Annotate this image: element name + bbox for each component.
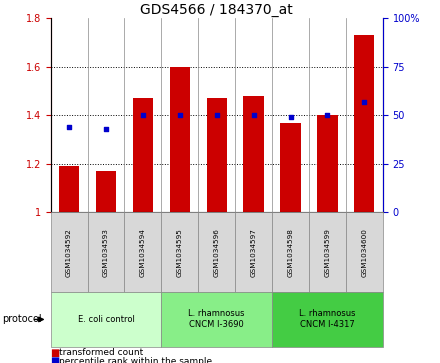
Bar <box>346 212 383 292</box>
Point <box>139 113 147 118</box>
Bar <box>96 171 116 212</box>
Text: GSM1034599: GSM1034599 <box>324 228 330 277</box>
Text: GSM1034595: GSM1034595 <box>177 228 183 277</box>
Bar <box>59 166 79 212</box>
Text: GSM1034594: GSM1034594 <box>140 228 146 277</box>
Bar <box>161 292 272 347</box>
Text: E. coli control: E. coli control <box>77 315 134 324</box>
Point <box>250 113 257 118</box>
Point <box>213 113 220 118</box>
Bar <box>243 96 264 212</box>
Bar <box>161 212 198 292</box>
Text: percentile rank within the sample: percentile rank within the sample <box>59 357 213 363</box>
Text: L. rhamnosus
CNCM I-4317: L. rhamnosus CNCM I-4317 <box>299 309 356 330</box>
Bar <box>309 212 346 292</box>
Point <box>103 126 110 132</box>
Bar <box>272 212 309 292</box>
Text: protocol: protocol <box>2 314 42 325</box>
Bar <box>317 115 337 212</box>
Point <box>361 99 368 105</box>
Text: GSM1034596: GSM1034596 <box>214 228 220 277</box>
Text: GSM1034593: GSM1034593 <box>103 228 109 277</box>
Bar <box>272 292 383 347</box>
Text: ■: ■ <box>51 348 60 358</box>
Point <box>176 113 183 118</box>
Bar <box>354 35 374 212</box>
Text: GSM1034597: GSM1034597 <box>251 228 257 277</box>
Bar <box>198 212 235 292</box>
Text: L. rhamnosus
CNCM I-3690: L. rhamnosus CNCM I-3690 <box>188 309 245 330</box>
Bar <box>235 212 272 292</box>
Text: GSM1034598: GSM1034598 <box>287 228 293 277</box>
Bar <box>206 98 227 212</box>
Bar <box>125 212 161 292</box>
Bar <box>88 212 125 292</box>
Text: GSM1034600: GSM1034600 <box>361 228 367 277</box>
Bar <box>170 67 190 212</box>
Point <box>324 113 331 118</box>
Text: GSM1034592: GSM1034592 <box>66 228 72 277</box>
Title: GDS4566 / 184370_at: GDS4566 / 184370_at <box>140 3 293 17</box>
Text: ■: ■ <box>51 356 60 363</box>
Bar <box>133 98 153 212</box>
Bar <box>51 212 88 292</box>
Bar <box>280 123 301 212</box>
Point <box>287 114 294 120</box>
Text: transformed count: transformed count <box>59 348 143 357</box>
Bar <box>51 292 161 347</box>
Point <box>66 124 73 130</box>
